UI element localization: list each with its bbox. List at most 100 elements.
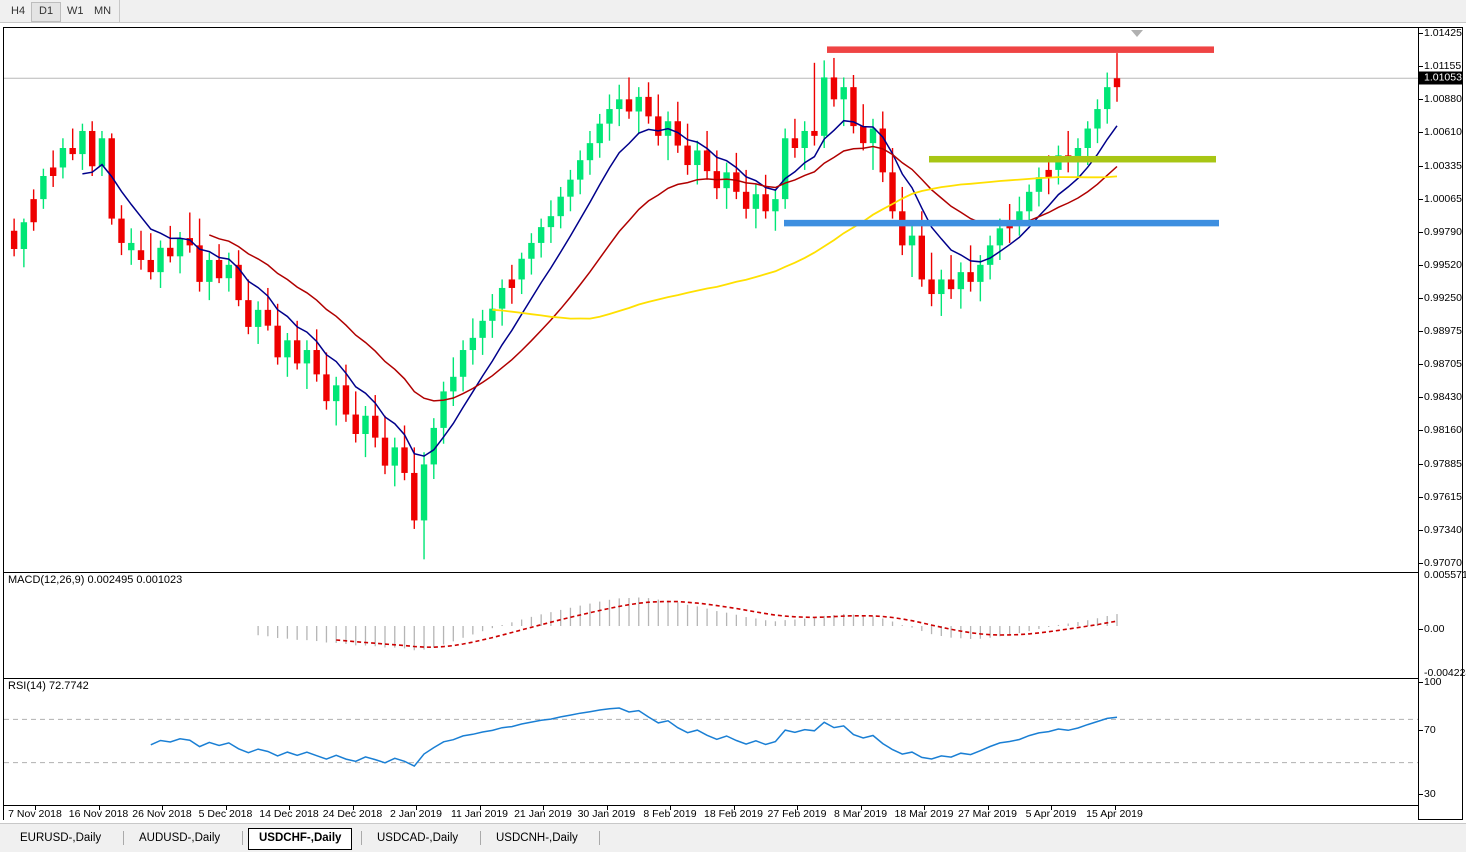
tab-divider: [242, 831, 243, 845]
rsi-tick-label: 70: [1424, 724, 1436, 736]
macd-tick-mark: [1419, 629, 1423, 630]
price-tick-label: 0.98430: [1424, 391, 1462, 404]
price-tick-mark: [1419, 165, 1423, 167]
chart-frame: USDCHF-,Daily1.01058 1.01072 1.01033 1.0…: [3, 27, 1466, 833]
price-tick-mark: [1419, 132, 1423, 134]
rsi-tick-mark: [1419, 682, 1423, 683]
price-pane[interactable]: [4, 28, 1418, 571]
date-tick-label: 8 Feb 2019: [643, 808, 697, 820]
date-tick-label: 26 Nov 2018: [132, 808, 192, 820]
current-price-label: 1.01053: [1419, 71, 1463, 85]
date-tick-mark: [35, 806, 36, 810]
price-tick-label: 1.01155: [1424, 59, 1462, 72]
price-tick-label: 0.98160: [1424, 424, 1462, 437]
date-tick-mark: [162, 806, 163, 810]
timeframe-button-w1[interactable]: W1: [67, 5, 84, 17]
price-tick-mark: [1419, 231, 1423, 233]
date-tick-label: 21 Jan 2019: [514, 808, 572, 820]
date-tick-mark: [416, 806, 417, 810]
price-tick-mark: [1419, 530, 1423, 532]
price-tick-label: 0.99520: [1424, 258, 1462, 271]
macd-pane[interactable]: MACD(12,26,9) 0.002495 0.001023: [4, 572, 1418, 677]
date-tick-label: 24 Dec 2018: [322, 808, 383, 820]
date-tick-label: 8 Mar 2019: [833, 808, 888, 820]
rsi-tick-label: 30: [1424, 788, 1436, 800]
macd-label: MACD(12,26,9) 0.002495 0.001023: [8, 574, 183, 586]
date-tick-mark: [98, 806, 100, 810]
price-tick-mark: [1419, 397, 1423, 399]
price-tick-label: 0.99790: [1424, 225, 1462, 238]
date-tick-mark: [797, 806, 798, 810]
price-tick-mark: [1419, 331, 1423, 333]
price-tick-mark: [1419, 33, 1423, 34]
tab-divider: [361, 831, 362, 845]
rsi-tick-mark: [1419, 794, 1423, 795]
date-tick-mark: [225, 806, 227, 810]
date-tick-mark: [1051, 806, 1052, 810]
price-tick-mark: [1419, 99, 1423, 101]
date-tick-label: 5 Apr 2019: [1025, 808, 1077, 820]
price-tick-mark: [1419, 264, 1423, 266]
symbol-tab-usdcnh[interactable]: USDCNH-,Daily: [496, 832, 578, 844]
price-tick-mark: [1419, 198, 1423, 200]
date-tick-label: 5 Dec 2018: [198, 808, 253, 820]
tab-divider: [123, 831, 124, 845]
date-tick-mark: [860, 806, 862, 810]
timeframe-button-h4[interactable]: H4: [11, 5, 26, 17]
date-tick-label: 15 Apr 2019: [1086, 808, 1143, 820]
date-tick-mark: [987, 806, 989, 810]
date-tick-label: 27 Mar 2019: [958, 808, 1017, 820]
rsi-pane[interactable]: RSI(14) 72.7742: [4, 678, 1418, 805]
price-tick-label: 1.00335: [1424, 159, 1462, 172]
price-tick-mark: [1419, 297, 1423, 299]
date-tick-label: 18 Mar 2019: [894, 808, 954, 820]
rsi-label: RSI(14) 72.7742: [8, 680, 89, 692]
price-tick-label: 0.97340: [1424, 524, 1462, 537]
price-tick-label: 1.00880: [1424, 93, 1462, 106]
macd-chart-svg: [257, 597, 1118, 651]
symbol-tab-bar: EURUSD-,Daily AUDUSD-,Daily USDCHF-,Daily U…: [0, 823, 1466, 852]
date-tick-mark: [1114, 806, 1116, 810]
date-tick-mark: [289, 806, 290, 810]
macd-tick-label: 0.005571: [1424, 569, 1466, 581]
date-tick-mark: [543, 806, 544, 810]
date-tick-mark: [733, 806, 735, 810]
price-tick-mark: [1419, 430, 1423, 432]
symbol-tab-usdcad[interactable]: USDCAD-,Daily: [377, 832, 459, 844]
price-tick-label: 0.97615: [1424, 490, 1462, 503]
chart-drag-handle-icon[interactable]: [1131, 30, 1143, 37]
timeframe-button-d1[interactable]: D1: [31, 2, 62, 22]
price-tick-mark: [1419, 463, 1423, 465]
date-tick-label: 2 Jan 2019: [390, 808, 442, 820]
price-tick-mark: [1419, 65, 1423, 67]
symbol-tab-usdchf[interactable]: USDCHF-,Daily: [248, 828, 353, 850]
date-tick-label: 11 Jan 2019: [450, 808, 509, 820]
macd-tick-label: 0.00: [1424, 623, 1445, 635]
price-tick-mark: [1419, 364, 1423, 366]
toolbar-divider: [119, 0, 120, 22]
date-tick-mark: [670, 806, 671, 810]
date-tick-label: 16 Nov 2018: [68, 808, 129, 820]
rsi-tick-label: 100: [1424, 676, 1442, 688]
rsi-tick-mark: [1419, 730, 1423, 731]
price-tick-mark: [1419, 563, 1423, 564]
date-tick-mark: [606, 806, 608, 810]
timeframe-button-mn[interactable]: MN: [94, 5, 112, 17]
price-scale[interactable]: 1.01425 1.01155 1.00880 1.00610 1.00335 1.000…: [1418, 27, 1466, 833]
symbol-tab-audusd[interactable]: AUDUSD-,Daily: [139, 832, 221, 844]
price-tick-label: 0.97885: [1424, 457, 1462, 470]
date-tick-mark: [924, 806, 925, 810]
price-tick-label: 0.97070: [1424, 557, 1462, 569]
date-tick-label: 27 Feb 2019: [767, 808, 827, 820]
price-tick-label: 0.98975: [1424, 325, 1462, 338]
price-chart-svg: [4, 46, 1418, 560]
symbol-tab-eurusd[interactable]: EURUSD-,Daily: [20, 832, 102, 844]
macd-tick-label: -0.004224: [1424, 667, 1466, 679]
price-tick-label: 1.00065: [1424, 192, 1462, 205]
date-tick-label: 30 Jan 2019: [577, 808, 636, 820]
price-tick-mark: [1419, 496, 1423, 498]
date-tick-label: 14 Dec 2018: [259, 808, 319, 820]
timeframe-toolbar: H4 D1 W1 MN: [0, 0, 1466, 23]
date-axis: 7 Nov 2018 16 Nov 2018 26 Nov 2018 5 Dec 20…: [4, 805, 1418, 820]
